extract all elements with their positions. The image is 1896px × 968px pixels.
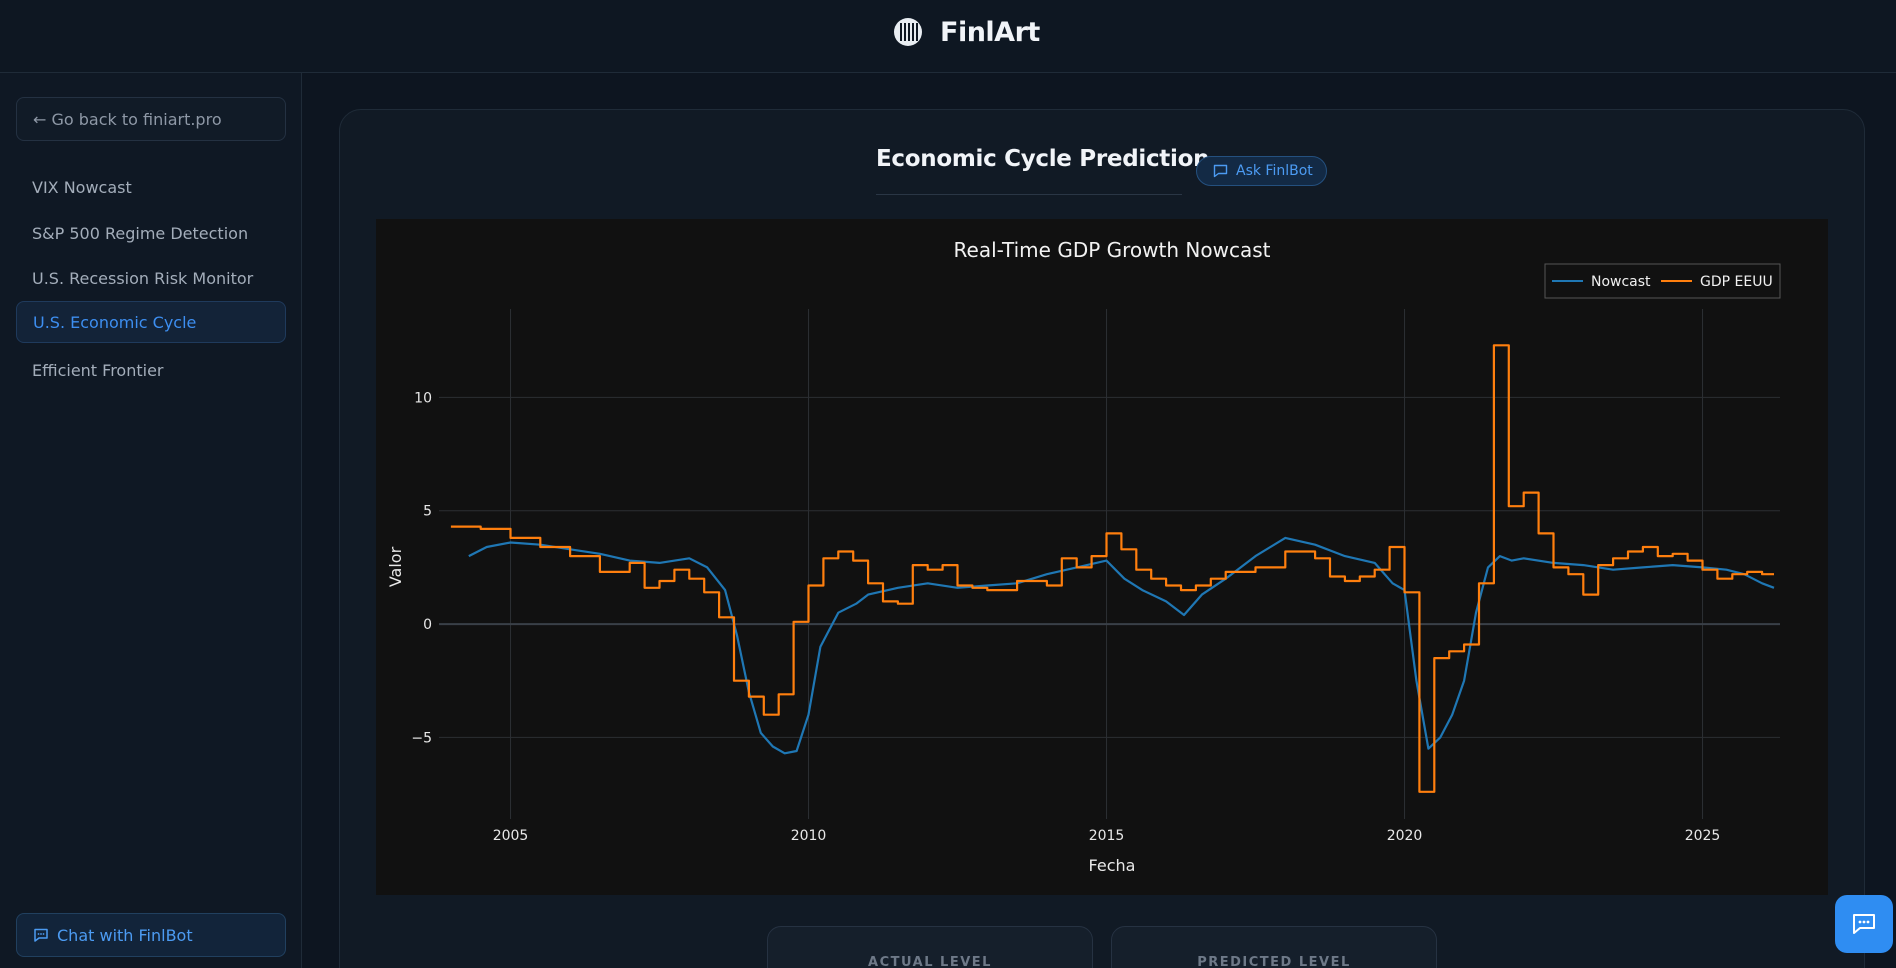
chat-bubble-icon: [34, 928, 48, 942]
chat-button-label: Chat with FinlBot: [57, 925, 193, 945]
floating-chat-button[interactable]: [1835, 895, 1893, 953]
y-tick-label: 10: [414, 390, 432, 406]
y-tick-label: 0: [423, 617, 432, 633]
gdp-nowcast-chart: 2005 2010 2015 2020 2025 −5 0 5 10 Real-Time GDP …: [376, 219, 1828, 895]
chat-with-finlbot-button[interactable]: Chat with FinlBot: [16, 913, 286, 957]
chat-bubble-icon: [1853, 914, 1875, 934]
x-tick-label: 2010: [791, 828, 827, 844]
actual-level-card: ACTUAL LEVEL: [767, 926, 1093, 968]
sidebar-item-recession-risk[interactable]: U.S. Recession Risk Monitor: [32, 268, 254, 288]
x-tick-label: 2005: [493, 828, 529, 844]
series-line-nowcast: [468, 536, 1775, 755]
actual-level-label: ACTUAL LEVEL: [868, 955, 992, 968]
predicted-level-card: PREDICTED LEVEL: [1111, 926, 1437, 968]
y-tick-label: 5: [423, 504, 432, 520]
chart-title: Real-Time GDP Growth Nowcast: [954, 238, 1271, 262]
back-to-site-button[interactable]: ← Go back to finiart.pro: [16, 97, 286, 141]
x-axis-label: Fecha: [1089, 856, 1136, 875]
legend-label: Nowcast: [1591, 274, 1651, 290]
ask-finlbot-button[interactable]: Ask FinlBot: [1196, 156, 1327, 186]
finlart-logo-icon: [894, 18, 922, 46]
brand[interactable]: FinlArt: [894, 14, 1040, 50]
chat-bubble-icon: [1213, 164, 1228, 178]
y-tick-label: −5: [411, 730, 432, 746]
ask-finlbot-label: Ask FinlBot: [1236, 163, 1313, 179]
series-line-gdp: [450, 344, 1774, 793]
x-tick-label: 2025: [1685, 828, 1721, 844]
sidebar-item-vix-nowcast[interactable]: VIX Nowcast: [32, 177, 132, 197]
sidebar: ← Go back to finiart.pro VIX Nowcast S&P…: [0, 73, 302, 968]
sidebar-item-efficient-frontier[interactable]: Efficient Frontier: [32, 360, 164, 380]
sidebar-item-economic-cycle[interactable]: U.S. Economic Cycle: [16, 301, 286, 343]
app-name: FinlArt: [940, 16, 1040, 48]
predicted-level-label: PREDICTED LEVEL: [1197, 955, 1351, 968]
page-title: Economic Cycle Prediction: [876, 146, 1210, 172]
top-bar: FinlArt: [0, 0, 1896, 73]
sidebar-item-sp500-regime[interactable]: S&P 500 Regime Detection: [32, 223, 249, 243]
x-tick-label: 2020: [1387, 828, 1423, 844]
title-underline: [876, 194, 1182, 195]
x-tick-label: 2015: [1089, 828, 1125, 844]
y-axis-label: Valor: [386, 546, 405, 587]
legend-label: GDP EEUU: [1700, 274, 1773, 290]
chart-svg: 2005 2010 2015 2020 2025 −5 0 5 10 Real-Time GDP …: [386, 238, 1781, 875]
